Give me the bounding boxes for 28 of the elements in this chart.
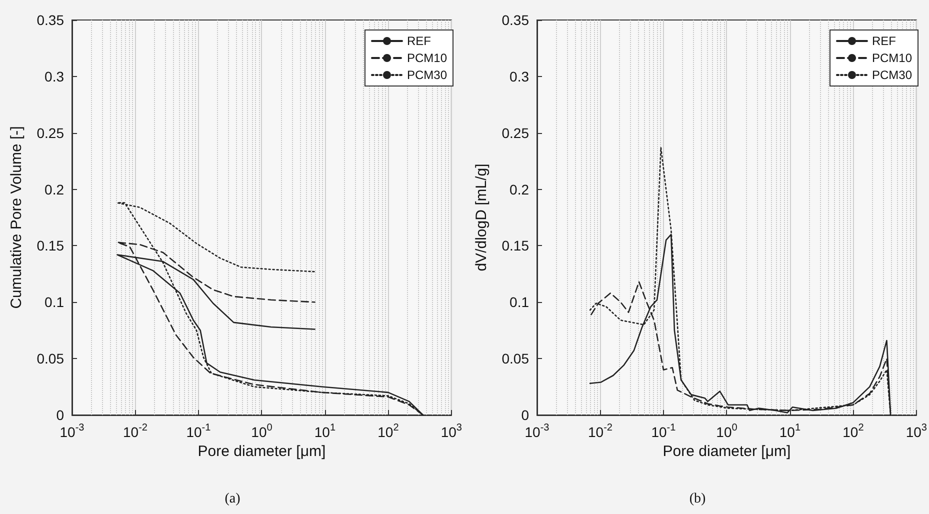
y-tick-label: 0.1: [44, 294, 64, 310]
y-tick-label: 0.2: [44, 181, 64, 198]
y-tick-label: 0.35: [501, 12, 529, 28]
y-tick-label: 0: [520, 407, 529, 423]
y-tick-label: 0.05: [36, 350, 64, 367]
y-axis-title: Cumulative Pore Volume [-]: [8, 126, 25, 309]
y-tick-label: 0.3: [44, 68, 64, 84]
legend-label: PCM10: [406, 51, 448, 65]
legend-label: PCM10: [871, 51, 912, 65]
y-tick-label: 0.25: [36, 124, 64, 141]
legend-label: PCM30: [871, 68, 912, 82]
y-tick-label: 0.3: [509, 68, 529, 84]
x-axis-title: Pore diameter [μm]: [198, 442, 326, 460]
x-axis-title: Pore diameter [μm]: [662, 442, 790, 460]
y-tick-label: 0.15: [36, 238, 64, 254]
y-axis-title: dV/dlogD [mL/g]: [472, 164, 490, 272]
legend-label: PCM30: [406, 68, 448, 82]
legend-label: REF: [871, 34, 896, 48]
y-tick-label: 0: [56, 407, 64, 423]
y-tick-label: 0.2: [509, 181, 529, 198]
y-tick-label: 0.25: [501, 124, 529, 141]
text: (b): [688, 492, 706, 506]
text: (a): [224, 492, 241, 506]
y-tick-label: 0.35: [36, 12, 64, 28]
legend-label: REF: [406, 34, 431, 48]
y-tick-label: 0.1: [509, 294, 529, 310]
y-tick-label: 0.15: [501, 238, 529, 254]
y-tick-label: 0.05: [501, 350, 529, 367]
